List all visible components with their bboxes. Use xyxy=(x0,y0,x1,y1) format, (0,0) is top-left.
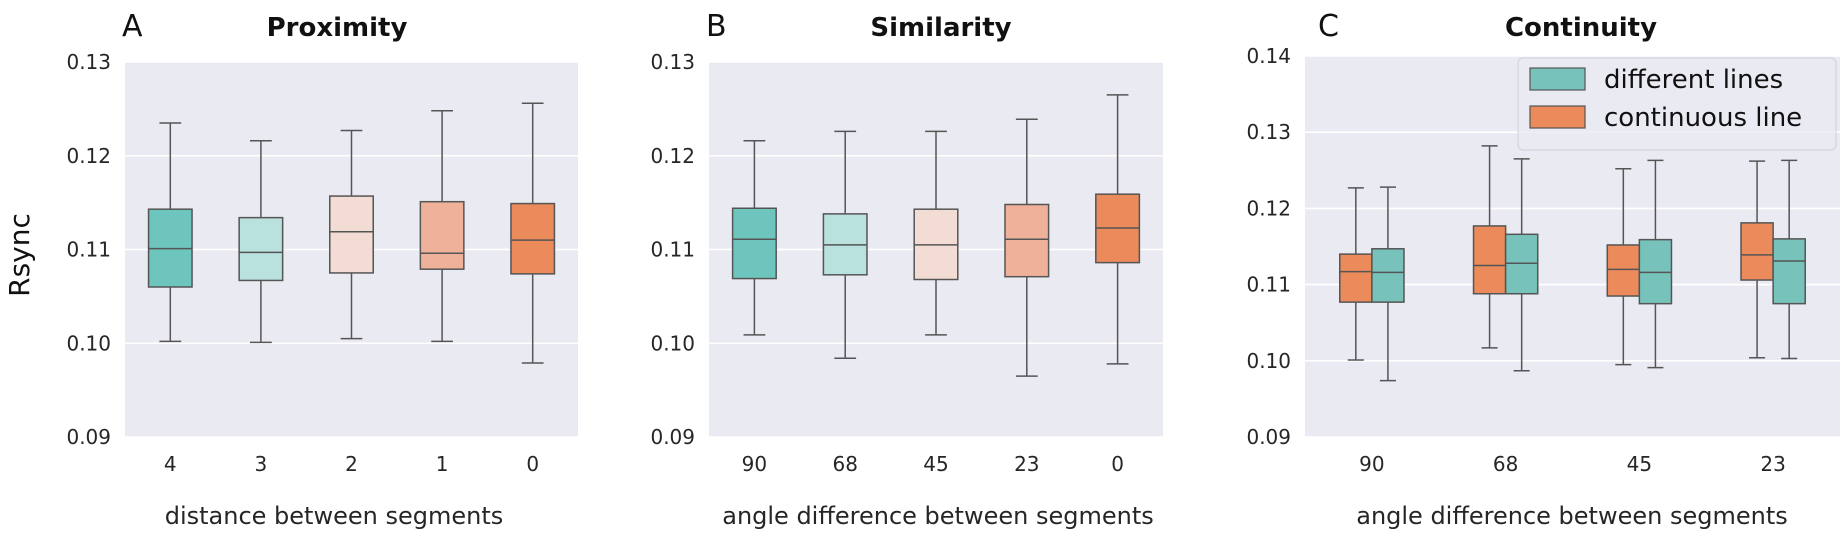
box-2 xyxy=(329,129,374,340)
legend: different lines continuous line xyxy=(1517,57,1837,151)
box-90 xyxy=(731,140,777,336)
y-axis-label: Rsync xyxy=(3,213,36,297)
x-tick-label: 90 xyxy=(1359,452,1384,476)
y-tick-label: 0.13 xyxy=(1246,120,1291,144)
x-tick-label: 1 xyxy=(436,452,449,476)
box-iqr xyxy=(1371,248,1405,303)
y-tick-label: 0.10 xyxy=(66,331,111,355)
y-tick-label: 0.10 xyxy=(650,331,695,355)
box-iqr xyxy=(1504,233,1539,295)
x-tick-label: 2 xyxy=(345,452,358,476)
legend-swatch-different-lines xyxy=(1529,67,1586,91)
y-tick-label: 0.09 xyxy=(1246,425,1291,449)
box-iqr xyxy=(510,202,556,275)
box-different-lines-90 xyxy=(1371,186,1405,382)
box-iqr xyxy=(1606,244,1641,297)
box-iqr xyxy=(238,216,284,282)
panel-title-proximity: Proximity xyxy=(267,13,408,43)
y-tick-label: 0.11 xyxy=(650,238,695,262)
y-tick-label: 0.14 xyxy=(1246,44,1291,68)
panel-title-similarity: Similarity xyxy=(870,13,1011,43)
box-iqr xyxy=(419,200,465,270)
box-23 xyxy=(1004,118,1050,377)
box-iqr xyxy=(1339,253,1373,303)
box-different-lines-23 xyxy=(1772,159,1806,360)
y-tick-label: 0.09 xyxy=(650,425,695,449)
box-different-lines-45 xyxy=(1638,159,1673,369)
box-iqr xyxy=(1772,238,1806,305)
x-axis-label-continuity: angle difference between segments xyxy=(1356,502,1788,530)
x-tick-label: 0 xyxy=(526,452,539,476)
box-iqr xyxy=(731,207,777,280)
panel-proximity: A Proximity distance between segments 0.… xyxy=(66,9,578,530)
box-3 xyxy=(238,140,284,344)
x-tick-label: 23 xyxy=(1014,452,1039,476)
legend-label-continuous-line: continuous line xyxy=(1604,103,1802,133)
x-axis-label-proximity: distance between segments xyxy=(165,502,504,530)
panel-title-continuity: Continuity xyxy=(1505,13,1657,43)
box-iqr xyxy=(1740,222,1774,281)
x-tick-label: 4 xyxy=(164,452,177,476)
box-0 xyxy=(510,102,556,364)
box-0 xyxy=(1095,94,1141,365)
box-different-lines-68 xyxy=(1504,158,1539,372)
box-45 xyxy=(913,130,959,336)
y-tick-label: 0.11 xyxy=(66,238,111,262)
box-continuous-line-68 xyxy=(1472,145,1507,349)
box-iqr xyxy=(329,195,374,274)
y-tick-label: 0.10 xyxy=(1246,349,1291,373)
y-tick-label: 0.12 xyxy=(66,144,111,168)
x-axis-label-similarity: angle difference between segments xyxy=(722,502,1154,530)
legend-frame xyxy=(1517,57,1837,151)
x-tick-label: 45 xyxy=(1627,452,1652,476)
panel-similarity: B Similarity angle difference between se… xyxy=(650,9,1163,530)
box-4 xyxy=(147,122,193,343)
x-tick-label: 90 xyxy=(742,452,767,476)
legend-label-different-lines: different lines xyxy=(1604,65,1783,95)
box-continuous-line-23 xyxy=(1740,160,1774,359)
x-tick-label: 3 xyxy=(255,452,268,476)
x-tick-label: 68 xyxy=(832,452,857,476)
box-continuous-line-90 xyxy=(1339,187,1373,361)
legend-swatch-continuous-line xyxy=(1529,105,1586,129)
panel-continuity: C Continuity angle difference between se… xyxy=(1246,9,1840,530)
x-tick-label: 23 xyxy=(1760,452,1785,476)
panel-label-b: B xyxy=(706,9,727,44)
box-iqr xyxy=(1638,238,1673,305)
x-tick-label: 68 xyxy=(1493,452,1518,476)
y-tick-label: 0.12 xyxy=(1246,196,1291,220)
box-iqr xyxy=(1472,225,1507,295)
box-1 xyxy=(419,110,465,343)
y-tick-label: 0.09 xyxy=(66,425,111,449)
box-68 xyxy=(822,130,868,359)
y-tick-label: 0.13 xyxy=(650,50,695,74)
y-tick-label: 0.11 xyxy=(1246,273,1291,297)
y-tick-label: 0.13 xyxy=(66,50,111,74)
panel-label-c: C xyxy=(1318,9,1339,44)
x-tick-label: 0 xyxy=(1111,452,1124,476)
panel-label-a: A xyxy=(122,9,143,44)
x-tick-label: 45 xyxy=(923,452,948,476)
y-tick-label: 0.12 xyxy=(650,144,695,168)
box-iqr xyxy=(1004,203,1050,278)
